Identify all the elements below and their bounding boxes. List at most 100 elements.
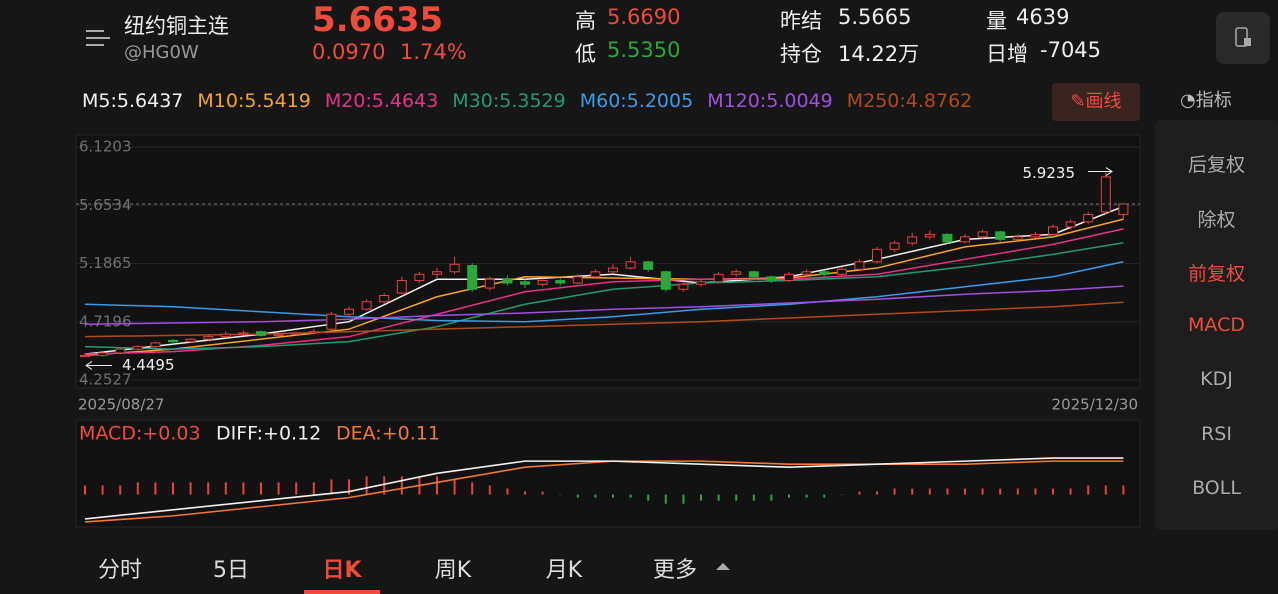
- macd-bar: [101, 485, 104, 495]
- indicator-button[interactable]: ◔指标: [1180, 90, 1232, 111]
- macd-bar: [629, 494, 632, 498]
- side-menu-item[interactable]: 除权: [1197, 208, 1236, 231]
- ma-line: [84, 261, 1124, 323]
- tab[interactable]: 日K: [322, 558, 362, 583]
- side-menu-item[interactable]: 后复权: [1187, 154, 1245, 176]
- ma-legend-item: M10:5.5419: [197, 90, 311, 112]
- candle-body: [308, 331, 319, 334]
- open-interest: 14.22万: [838, 42, 920, 66]
- ma-line: [84, 242, 1124, 350]
- candle-body: [484, 278, 495, 289]
- macd-bar: [277, 482, 280, 495]
- menu-icon[interactable]: [84, 26, 112, 50]
- candle-body: [836, 268, 847, 275]
- ma-line: [84, 285, 1124, 325]
- tab[interactable]: 5日: [213, 558, 249, 583]
- contract-code: @HG0W: [124, 42, 199, 63]
- candle-body: [291, 332, 302, 335]
- macd-bar: [752, 494, 755, 501]
- y-tick-label: 4.7196: [79, 312, 132, 330]
- candle-body: [555, 280, 566, 284]
- candle-body: [361, 301, 372, 310]
- diff-label: DIFF:+0.12: [216, 423, 321, 445]
- macd-bar: [242, 482, 245, 495]
- macd-bar: [189, 482, 192, 495]
- macd-bar: [805, 494, 808, 498]
- macd-bar: [559, 494, 562, 496]
- macd-bar: [506, 488, 509, 495]
- side-menu-item[interactable]: BOLL: [1192, 477, 1241, 499]
- candle-body: [731, 271, 742, 275]
- price-change: 0.0970: [312, 40, 386, 64]
- tab[interactable]: 分时: [97, 558, 142, 583]
- more-arrow[interactable]: [712, 558, 734, 574]
- macd-bar: [1087, 485, 1090, 495]
- candle-body: [185, 338, 196, 343]
- macd-bar: [858, 491, 861, 495]
- candle-body: [326, 313, 337, 330]
- side-menu-item[interactable]: 前复权: [1187, 263, 1245, 285]
- prev-settle: 5.5665: [838, 5, 912, 29]
- macd-bar: [119, 485, 122, 495]
- macd-bar: [295, 482, 298, 495]
- macd-bar: [770, 494, 773, 501]
- candle-body: [256, 331, 266, 336]
- start-date: 2025/08/27: [78, 396, 164, 414]
- macd-bar: [876, 491, 878, 495]
- candle-body: [625, 261, 636, 269]
- macd-bar: [154, 482, 157, 495]
- macd-bar: [524, 491, 526, 495]
- volume-label: 量: [986, 9, 1007, 33]
- candle-body: [590, 271, 601, 278]
- macd-bar: [84, 485, 86, 495]
- side-menu-item[interactable]: MACD: [1188, 313, 1245, 336]
- tab[interactable]: 周K: [434, 558, 472, 583]
- device-button[interactable]: [1216, 12, 1270, 64]
- side-menu-item[interactable]: KDJ: [1200, 368, 1233, 390]
- price-change-pct: 1.74%: [400, 40, 467, 64]
- candle-body: [150, 342, 161, 348]
- candle-body: [854, 261, 865, 270]
- side-menu-item[interactable]: RSI: [1201, 422, 1232, 445]
- candle-body: [766, 276, 777, 282]
- candle-body: [1012, 236, 1023, 240]
- high-value: 5.6690: [607, 5, 681, 29]
- ma-legend: M5:5.6437 M10:5.5419 M20:5.4643 M30:5.3529 M…: [82, 90, 972, 112]
- macd-bar: [576, 494, 579, 498]
- candle-body: [238, 332, 249, 335]
- candle-body: [678, 283, 689, 290]
- macd-bar: [840, 494, 843, 496]
- candle-body: [801, 271, 812, 275]
- macd-bar: [999, 488, 1002, 495]
- macd-bar: [383, 476, 386, 495]
- low-value: 5.5350: [607, 38, 681, 62]
- ma-line: [84, 218, 1124, 357]
- candle-body: [819, 271, 830, 275]
- candle-body: [660, 271, 671, 290]
- macd-bar: [594, 494, 597, 498]
- candle-body: [1083, 213, 1094, 223]
- macd-bar: [664, 494, 667, 504]
- open-interest-label: 持仓: [780, 42, 822, 66]
- macd-bar: [981, 488, 984, 495]
- y-tick-label: 5.1865: [79, 254, 132, 272]
- macd-bar: [136, 482, 139, 495]
- macd-bar: [541, 491, 544, 495]
- diff-line: [84, 457, 1124, 520]
- high-label: 高: [575, 9, 596, 33]
- candle-body: [995, 231, 1006, 240]
- macd-bar: [946, 488, 949, 495]
- candle-body: [467, 265, 478, 290]
- candle-body: [537, 280, 548, 285]
- macd-bar: [348, 479, 350, 495]
- candle-body: [872, 248, 882, 263]
- draw-button[interactable]: ✎画线: [1052, 83, 1140, 121]
- device-icon: [1235, 27, 1251, 47]
- tab[interactable]: 更多: [652, 558, 697, 583]
- candle-body: [432, 271, 442, 275]
- chart: 2025/08/27 2025/12/30 MACD:+0.03 DIFF:+0…: [75, 134, 1141, 528]
- tab[interactable]: 月K: [545, 558, 583, 583]
- candle-body: [1118, 203, 1129, 215]
- candle-body: [379, 295, 390, 303]
- macd-bar: [717, 494, 720, 501]
